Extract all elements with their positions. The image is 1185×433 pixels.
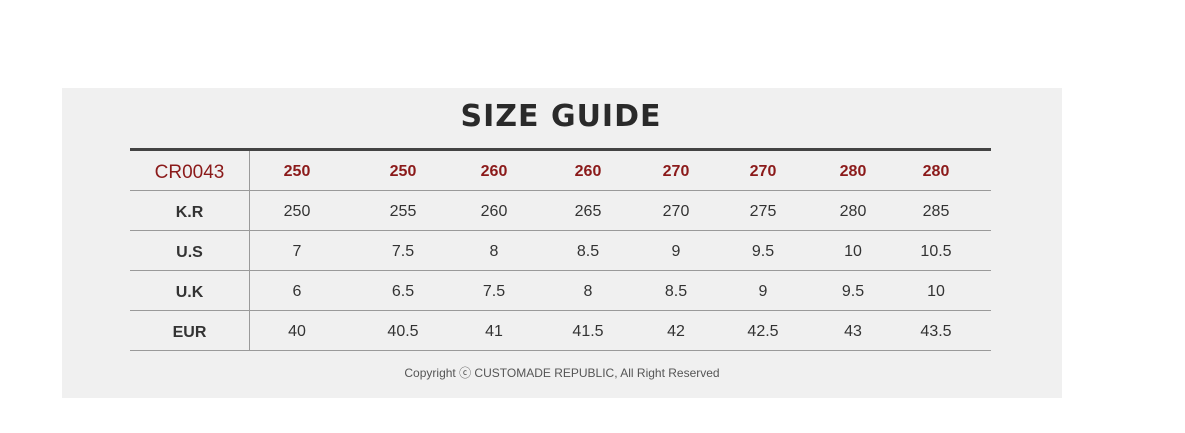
table-row: EUR 40 40.5 41 41.5 42 42.5 43 43.5 bbox=[130, 311, 991, 351]
table-cell: 285 bbox=[922, 203, 950, 220]
page-title: SIZE GUIDE bbox=[460, 99, 662, 134]
table-cell: 40.5 bbox=[387, 323, 419, 340]
copyright-text: Copyright ⓒ CUSTOMADE REPUBLIC, All Righ… bbox=[404, 366, 720, 380]
table-cell: 8.5 bbox=[664, 283, 688, 300]
table-row: U.S 7 7.5 8 8.5 9 9.5 10 10.5 bbox=[130, 231, 991, 271]
table-cell: 10 bbox=[844, 243, 862, 260]
table-cell: 43 bbox=[844, 323, 862, 340]
table-cell: 7 bbox=[292, 243, 302, 260]
table-cell: 8 bbox=[583, 283, 593, 300]
table-cell: 260 bbox=[480, 203, 508, 220]
table-cell: 42.5 bbox=[747, 323, 779, 340]
row-label: U.K bbox=[130, 271, 250, 310]
header-cell: 270 bbox=[749, 163, 777, 180]
table-cell: 275 bbox=[749, 203, 777, 220]
size-table: CR0043 250 250 260 260 270 270 280 280 K… bbox=[130, 148, 991, 351]
row-label: U.S bbox=[130, 231, 250, 270]
table-cell: 280 bbox=[839, 203, 867, 220]
table-cell: 41 bbox=[485, 323, 503, 340]
table-header-row: CR0043 250 250 260 260 270 270 280 280 bbox=[130, 151, 991, 191]
header-cell: 260 bbox=[480, 163, 508, 180]
header-cell: 250 bbox=[283, 163, 311, 180]
table-cell: 7.5 bbox=[391, 243, 415, 260]
model-code: CR0043 bbox=[130, 151, 250, 190]
table-cell: 7.5 bbox=[482, 283, 506, 300]
table-cell: 40 bbox=[288, 323, 306, 340]
table-cell: 9.5 bbox=[751, 243, 775, 260]
table-cell: 255 bbox=[389, 203, 417, 220]
header-cell: 270 bbox=[662, 163, 690, 180]
table-cell: 10.5 bbox=[920, 243, 952, 260]
header-cell: 280 bbox=[839, 163, 867, 180]
table-cell: 9 bbox=[758, 283, 768, 300]
table-cell: 43.5 bbox=[920, 323, 952, 340]
table-cell: 265 bbox=[574, 203, 602, 220]
row-label: K.R bbox=[130, 191, 250, 230]
table-cell: 8.5 bbox=[576, 243, 600, 260]
header-cell: 260 bbox=[574, 163, 602, 180]
table-row: K.R 250 255 260 265 270 275 280 285 bbox=[130, 191, 991, 231]
table-cell: 9.5 bbox=[841, 283, 865, 300]
table-cell: 250 bbox=[283, 203, 311, 220]
table-cell: 10 bbox=[927, 283, 945, 300]
table-cell: 6 bbox=[292, 283, 302, 300]
table-cell: 41.5 bbox=[572, 323, 604, 340]
table-cell: 8 bbox=[489, 243, 499, 260]
table-cell: 42 bbox=[667, 323, 685, 340]
table-cell: 270 bbox=[662, 203, 690, 220]
table-cell: 6.5 bbox=[391, 283, 415, 300]
row-label: EUR bbox=[130, 311, 250, 350]
table-row: U.K 6 6.5 7.5 8 8.5 9 9.5 10 bbox=[130, 271, 991, 311]
header-cell: 250 bbox=[389, 163, 417, 180]
header-cell: 280 bbox=[922, 163, 950, 180]
size-guide-panel bbox=[62, 88, 1062, 398]
table-cell: 9 bbox=[671, 243, 681, 260]
